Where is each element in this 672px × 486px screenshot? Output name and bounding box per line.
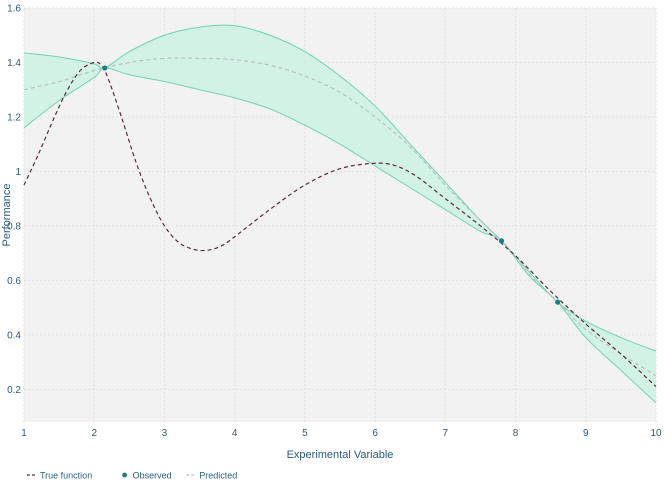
x-tick-label: 8 bbox=[513, 428, 519, 439]
x-tick-label: 1 bbox=[21, 428, 27, 439]
tick-labels: 1 2 3 4 5 6 7 8 9 10 0.2 0.4 0.6 0.8 1 1.2 1.4 1.6 bbox=[7, 4, 662, 440]
legend-label: True function bbox=[40, 471, 92, 481]
series-layer bbox=[23, 57, 657, 388]
y-tick-label: 1 bbox=[15, 167, 21, 178]
legend-item-predicted[interactable]: Predicted bbox=[186, 471, 237, 481]
true-function-line bbox=[23, 61, 657, 388]
y-tick-label: 0.2 bbox=[7, 385, 21, 396]
y-tick-label: 1.6 bbox=[7, 4, 21, 15]
x-tick-label: 9 bbox=[583, 428, 589, 439]
x-tick-label: 2 bbox=[91, 428, 97, 439]
x-tick-label: 5 bbox=[302, 428, 308, 439]
confidence-band bbox=[24, 25, 656, 403]
observed-point[interactable] bbox=[498, 238, 505, 244]
y-tick-label: 0.8 bbox=[7, 221, 21, 232]
y-tick-label: 0.4 bbox=[7, 330, 21, 341]
y-tick-label: 1.2 bbox=[7, 112, 21, 123]
legend-item-true-function[interactable]: True function bbox=[27, 471, 92, 481]
y-axis-label: Performance bbox=[1, 184, 13, 247]
x-axis-label: Experimental Variable bbox=[287, 449, 394, 461]
observed-point[interactable] bbox=[555, 299, 561, 305]
legend-label: Observed bbox=[133, 471, 172, 481]
x-tick-label: 6 bbox=[372, 428, 378, 439]
observed-point[interactable] bbox=[102, 65, 108, 71]
legend-item-observed[interactable]: Observed bbox=[122, 471, 172, 481]
y-tick-label: 1.4 bbox=[7, 58, 21, 69]
legend-label: Predicted bbox=[199, 471, 237, 481]
x-tick-label: 10 bbox=[650, 428, 662, 439]
legend-swatch bbox=[122, 472, 127, 478]
x-tick-label: 3 bbox=[162, 428, 168, 439]
legend[interactable]: True function Observed Predicted bbox=[27, 471, 237, 481]
predicted-line bbox=[23, 57, 657, 377]
x-tick-label: 7 bbox=[443, 428, 449, 439]
y-tick-label: 0.6 bbox=[7, 276, 21, 287]
x-tick-label: 4 bbox=[232, 428, 238, 439]
